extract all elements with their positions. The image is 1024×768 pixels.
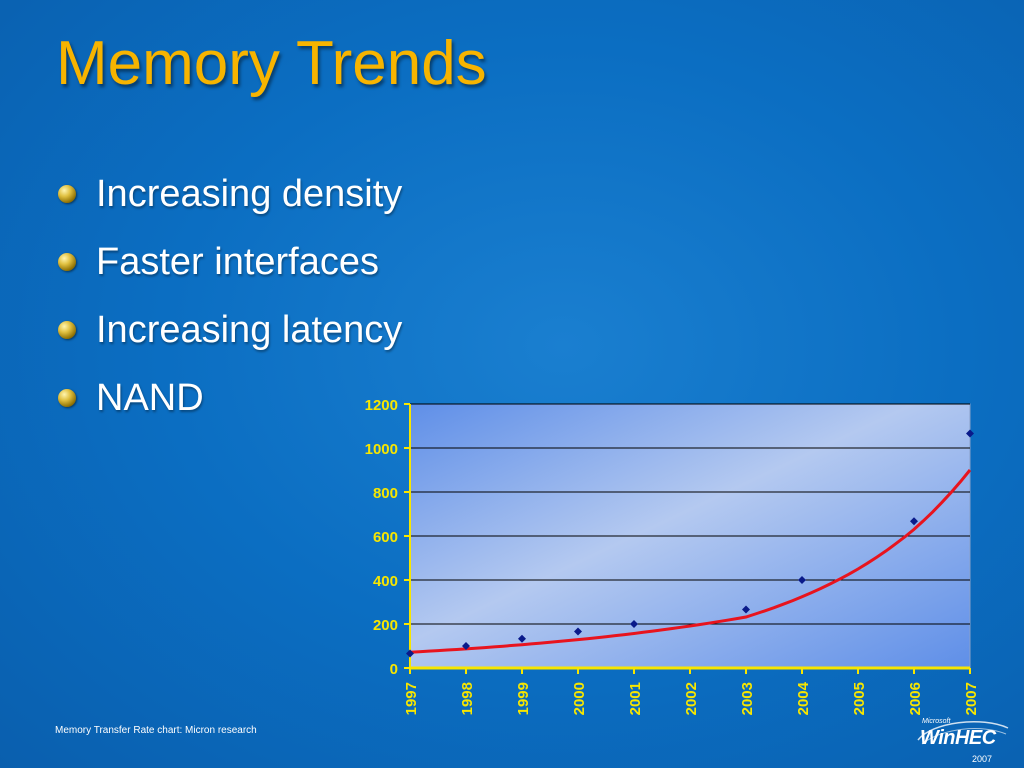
data-point xyxy=(406,649,414,658)
x-tick-label: 1997 xyxy=(403,682,420,715)
y-tick-label: 200 xyxy=(373,617,398,634)
y-tick-label: 800 xyxy=(373,485,398,502)
bullet-text: Faster interfaces xyxy=(96,240,379,283)
data-point xyxy=(798,576,806,584)
bullet-sphere-icon xyxy=(58,185,76,203)
logo-brand: Microsoft xyxy=(922,718,951,725)
data-point xyxy=(462,642,470,650)
bullet-sphere-icon xyxy=(58,321,76,339)
x-tick-label: 2006 xyxy=(907,682,924,715)
x-tick-label: 2004 xyxy=(795,681,812,715)
y-tick-label: 0 xyxy=(390,661,398,678)
x-tick-label: 2007 xyxy=(963,682,980,715)
y-tick-label: 1000 xyxy=(365,441,398,458)
bullet-item: Increasing latency xyxy=(58,296,402,364)
bullet-text: Increasing latency xyxy=(96,308,403,351)
memory-transfer-chart: 0 200 400 600 800 1000 1200 1997 1998 1999 2000 200… xyxy=(365,397,980,715)
x-tick-label: 2002 xyxy=(683,682,700,715)
bullet-item: NAND xyxy=(58,364,402,432)
logo-name: WinHEC xyxy=(920,727,996,749)
y-tick-label: 400 xyxy=(373,573,398,590)
x-tick-label: 1998 xyxy=(459,682,476,715)
bullet-text: NAND xyxy=(96,376,204,419)
data-point xyxy=(518,634,526,643)
data-point xyxy=(630,620,638,628)
x-tick-label: 2003 xyxy=(739,682,756,715)
slide-title: Memory Trends xyxy=(56,29,487,98)
logo-year: 2007 xyxy=(972,754,993,764)
data-point xyxy=(910,517,918,526)
y-tick-label: 600 xyxy=(373,529,398,546)
x-tick-label: 2001 xyxy=(627,682,644,715)
winhec-logo: Microsoft WinHEC 2007 xyxy=(912,714,1012,766)
bullet-sphere-icon xyxy=(58,389,76,407)
data-point xyxy=(742,605,750,614)
logo-swoosh-icon xyxy=(917,721,1009,745)
data-point xyxy=(966,429,974,438)
data-point xyxy=(574,627,582,636)
bullet-text: Increasing density xyxy=(96,172,403,215)
bullet-item: Faster interfaces xyxy=(58,228,402,296)
bullet-list: Increasing density Faster interfaces Inc… xyxy=(58,160,402,432)
trend-line xyxy=(409,469,972,654)
x-tick-label: 2000 xyxy=(571,682,588,715)
footer-credit: Memory Transfer Rate chart: Micron resea… xyxy=(55,725,257,736)
y-tick-label: 1200 xyxy=(365,397,398,414)
bullet-sphere-icon xyxy=(58,253,76,271)
bullet-item: Increasing density xyxy=(58,160,402,228)
x-tick-label: 2005 xyxy=(851,682,868,715)
x-tick-label: 1999 xyxy=(515,682,532,715)
